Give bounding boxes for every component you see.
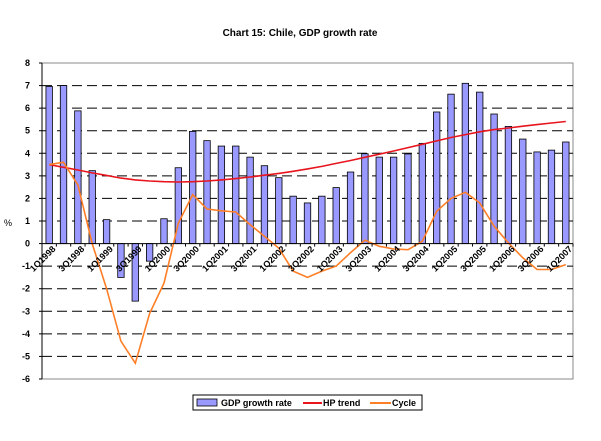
y-tick-label: 0 <box>25 239 30 249</box>
bar-gdp-growth <box>375 156 383 244</box>
bar-gdp-growth <box>318 195 326 244</box>
bar-gdp-growth <box>533 151 541 244</box>
bar-gdp-growth <box>519 138 527 244</box>
x-tick-label: 3Q2002 <box>286 244 316 274</box>
bar-gdp-growth <box>418 142 426 244</box>
y-tick-label: 2 <box>25 193 30 203</box>
x-tick-label: 1Q1998 <box>28 244 58 274</box>
bar-gdp-growth <box>217 145 226 244</box>
bar-gdp-growth <box>433 111 441 244</box>
bar-gdp-growth <box>447 93 455 244</box>
line-cycle <box>49 161 567 366</box>
y-tick-label: 1 <box>25 216 30 226</box>
x-tick-label: 1Q2002 <box>257 244 287 274</box>
bar-gdp-growth <box>346 171 355 244</box>
y-tick-label: 5 <box>25 126 30 136</box>
y-tick-label: -5 <box>22 351 30 361</box>
bar-gdp-growth <box>260 165 269 244</box>
bar-gdp-growth <box>203 140 211 244</box>
bar-gdp-growth <box>289 195 297 244</box>
x-tick-label: 3Q2003 <box>344 244 374 274</box>
bar-gdp-growth <box>504 126 513 244</box>
bar-gdp-growth <box>490 113 498 244</box>
legend-label-cycle: Cycle <box>392 398 416 408</box>
bar-gdp-growth <box>303 202 312 244</box>
bar-gdp-growth <box>361 153 369 244</box>
legend-swatch-gdp <box>196 398 218 407</box>
x-tick-label: 3Q1998 <box>57 244 87 274</box>
bar-gdp-growth <box>404 153 412 244</box>
y-tick-label: 7 <box>25 81 30 91</box>
legend-label-gdp: GDP growth rate <box>221 398 292 408</box>
x-tick-label: 1Q2006 <box>487 244 517 274</box>
bar-gdp-growth <box>547 149 556 244</box>
y-tick-label: 6 <box>25 103 30 113</box>
bar-gdp-growth <box>74 110 82 244</box>
legend-label-hp-trend: HP trend <box>323 398 360 408</box>
y-tick-label: 4 <box>25 148 30 158</box>
y-tick-label: 8 <box>25 58 30 68</box>
y-axis-label: % <box>4 218 12 228</box>
x-tick-label: 1Q2001 <box>200 244 230 274</box>
bar-gdp-growth <box>476 91 484 244</box>
y-tick-label: -3 <box>22 306 30 316</box>
y-tick-label: -6 <box>22 374 30 384</box>
y-tick-label: -4 <box>22 329 30 339</box>
x-tick-label: 3Q2005 <box>458 244 488 274</box>
x-tick-label: 3Q2000 <box>171 244 201 274</box>
bar-gdp-growth <box>232 145 240 244</box>
bar-gdp-growth <box>461 82 469 244</box>
bar-gdp-growth <box>102 219 111 244</box>
bar-gdp-growth <box>562 141 570 244</box>
x-tick-label: 3Q2001 <box>229 244 259 274</box>
y-tick-label: 3 <box>25 171 30 181</box>
chart-title: Chart 15: Chile, GDP growth rate <box>223 28 378 39</box>
y-tick-label: -2 <box>22 284 30 294</box>
bar-gdp-growth <box>246 156 254 244</box>
x-tick-label: 3Q2004 <box>401 244 431 274</box>
bar-gdp-growth <box>389 156 398 244</box>
bar-gdp-growth <box>332 187 340 244</box>
x-tick-label: 1Q2005 <box>430 244 460 274</box>
bar-gdp-growth <box>189 130 197 244</box>
bar-gdp-growth <box>275 177 283 244</box>
bar-gdp-growth <box>160 218 168 244</box>
y-tick-label: -1 <box>22 261 30 271</box>
line-hp-trend <box>49 120 566 183</box>
legend: GDP growth rate HP trend Cycle <box>192 394 423 411</box>
x-tick-label: 1Q2007 <box>545 244 575 274</box>
